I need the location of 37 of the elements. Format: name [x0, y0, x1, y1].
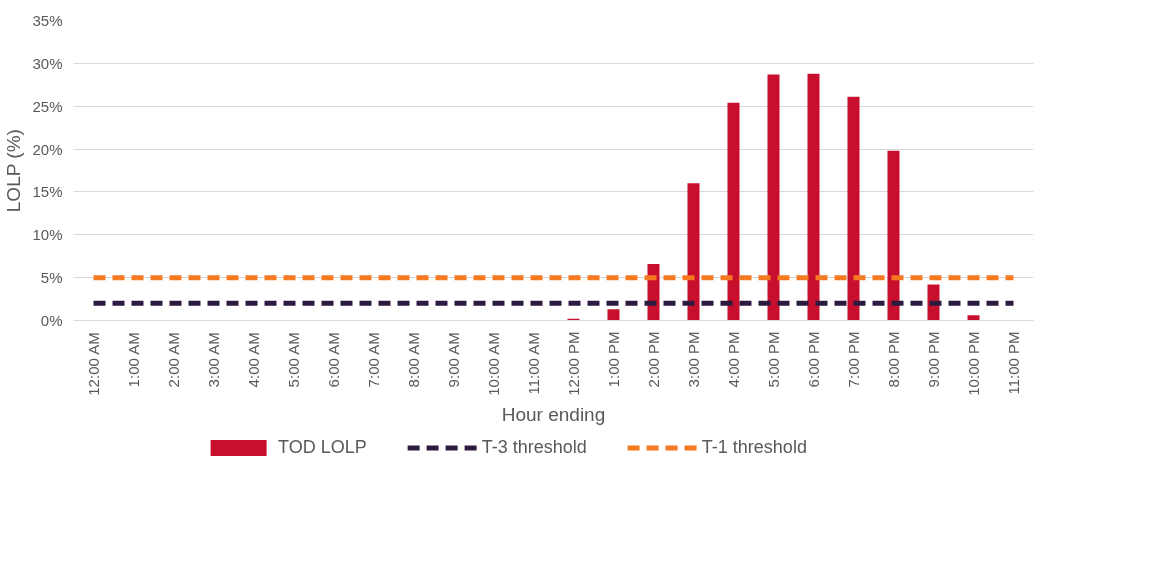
- y-tick-label: 15%: [32, 183, 63, 201]
- y-tick-label: 0%: [40, 312, 63, 329]
- legend-label: T-1 threshold: [701, 436, 807, 458]
- legend-label: T-3 threshold: [481, 436, 587, 458]
- y-tick-label: 10%: [32, 226, 63, 244]
- x-tick-label: 12:00 PM: [565, 331, 582, 396]
- x-tick-label: 4:00 PM: [725, 331, 742, 388]
- x-tick-label: 10:00 AM: [485, 332, 502, 396]
- x-tick-label: 8:00 AM: [405, 332, 422, 388]
- x-tick-label: 2:00 PM: [645, 331, 662, 388]
- x-tick-label: 7:00 PM: [845, 331, 862, 388]
- x-tick-label: 11:00 AM: [525, 332, 542, 395]
- x-tick-label: 8:00 PM: [885, 331, 902, 388]
- y-tick-label: 20%: [32, 140, 63, 158]
- x-tick-label: 3:00 PM: [685, 331, 702, 388]
- x-tick-label: 1:00 PM: [605, 331, 622, 388]
- x-tick-label: 1:00 AM: [125, 332, 142, 388]
- x-tick-label: 2:00 AM: [165, 332, 182, 388]
- legend-label: TOD LOLP: [278, 436, 367, 458]
- x-tick-label: 11:00 PM: [1005, 331, 1022, 395]
- x-tick-label: 9:00 AM: [445, 332, 462, 388]
- x-tick-label: 9:00 PM: [925, 331, 942, 388]
- x-tick-label: 3:00 AM: [205, 332, 222, 388]
- y-axis-title: LOLP (%): [3, 129, 25, 213]
- x-tick-label: 6:00 PM: [805, 331, 822, 388]
- x-tick-label: 4:00 AM: [245, 332, 262, 388]
- x-tick-label: 5:00 PM: [765, 331, 782, 388]
- y-tick-label: 35%: [32, 12, 63, 29]
- x-tick-label: 10:00 PM: [965, 331, 982, 396]
- y-tick-label: 25%: [32, 97, 63, 115]
- x-axis-title: Hour ending: [501, 403, 606, 425]
- x-tick-label: 5:00 AM: [285, 332, 302, 388]
- x-tick-label: 12:00 AM: [85, 332, 102, 396]
- y-tick-label: 30%: [32, 54, 63, 72]
- x-tick-label: 6:00 AM: [325, 332, 342, 388]
- x-tick-label: 7:00 AM: [365, 332, 382, 388]
- y-tick-label: 5%: [40, 269, 63, 287]
